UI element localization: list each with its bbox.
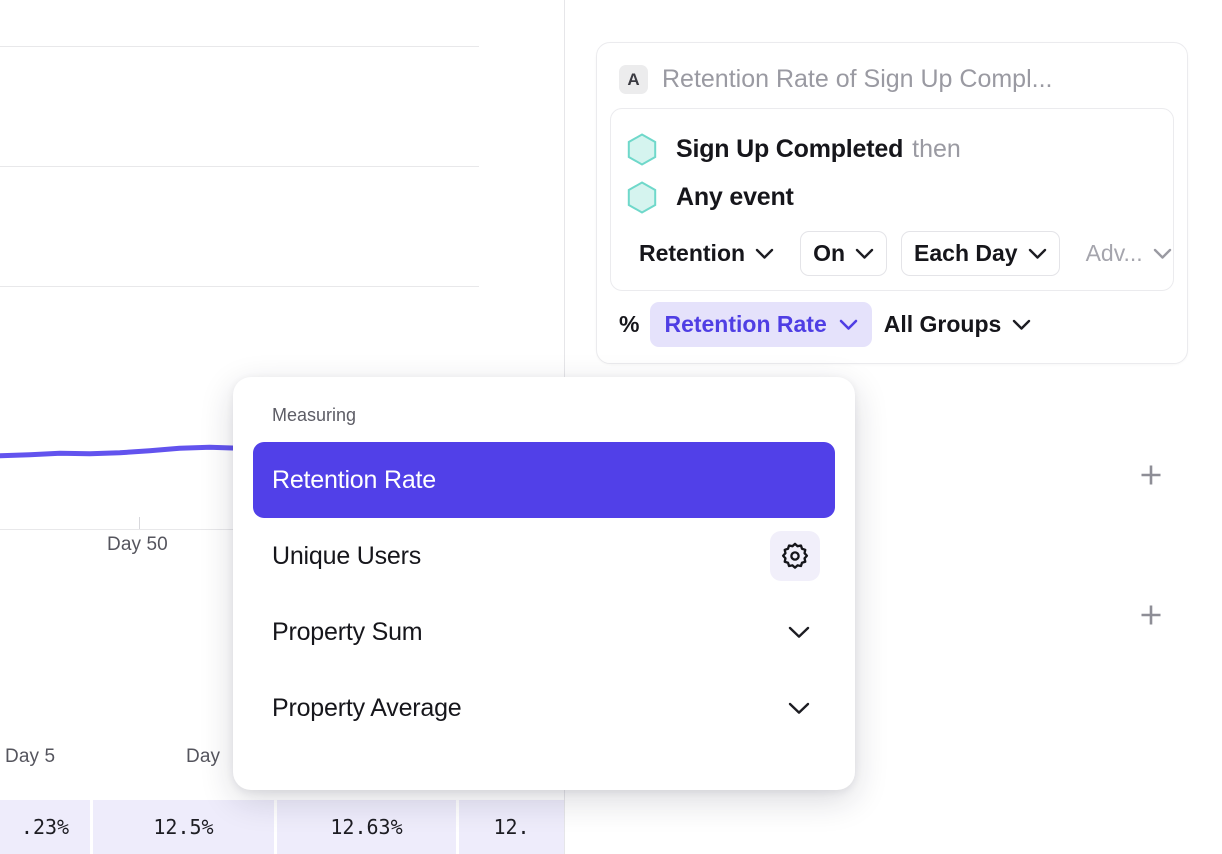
x-axis-label-day: Day [186, 746, 221, 767]
retention-table-row: .23% 12.5% 12.63% 12. [0, 800, 564, 854]
control-all-groups[interactable]: All Groups [872, 302, 1044, 347]
percent-symbol: % [619, 311, 640, 337]
measure-select-retention-rate[interactable]: Retention Rate [650, 302, 872, 347]
x-axis-tick [139, 517, 140, 529]
table-cell[interactable]: 12.5% [93, 800, 277, 854]
menu-item-retention-rate[interactable]: Retention Rate [253, 442, 835, 518]
chevron-down-icon [1013, 319, 1031, 330]
plus-icon [1141, 605, 1161, 625]
query-step-text: Sign Up Completed [676, 134, 904, 163]
query-steps-card: Sign Up Completed then Any event Retentio… [610, 108, 1174, 291]
menu-item-label: Property Average [272, 693, 462, 722]
chevron-down-icon [855, 248, 874, 259]
add-query-button[interactable] [1134, 598, 1168, 632]
control-label: Retention [639, 240, 746, 266]
query-step-label: Any event [676, 183, 794, 212]
chevron-down-icon[interactable] [788, 702, 810, 715]
query-step-label: Sign Up Completed then [676, 135, 961, 164]
measure-selected-label: Retention Rate [664, 311, 827, 337]
chevron-down-icon [755, 248, 774, 259]
chart-gridline [0, 166, 479, 167]
control-label: Adv... [1085, 240, 1143, 266]
query-step-text: Any event [676, 182, 794, 211]
gear-icon [781, 542, 809, 569]
table-cell[interactable]: .23% [0, 800, 93, 854]
query-step-suffix: then [912, 134, 961, 163]
x-axis-label-day-50: Day 50 [107, 534, 168, 555]
chart-gridline [0, 286, 479, 287]
menu-item-property-average[interactable]: Property Average [253, 670, 835, 746]
control-label: Each Day [914, 240, 1018, 266]
chevron-down-icon [1153, 248, 1171, 259]
query-step-row[interactable]: Any event [627, 173, 1157, 221]
menu-item-label: Unique Users [272, 541, 422, 570]
menu-item-property-sum[interactable]: Property Sum [253, 594, 835, 670]
query-letter-badge: A [619, 65, 648, 94]
menu-item-settings-button[interactable] [770, 531, 820, 581]
add-query-button[interactable] [1134, 458, 1168, 492]
hexagon-event-icon [627, 180, 657, 214]
measure-row: % Retention Rate All Groups [597, 302, 1187, 363]
chart-gridline [0, 46, 479, 47]
query-title[interactable]: Retention Rate of Sign Up Compl... [662, 65, 1053, 93]
menu-item-label: Property Sum [272, 617, 423, 646]
groups-label: All Groups [883, 311, 1002, 337]
control-on[interactable]: On [800, 231, 888, 276]
table-cell[interactable]: 12. [459, 800, 564, 854]
control-retention[interactable]: Retention [627, 232, 786, 275]
chevron-down-icon [839, 319, 858, 330]
measuring-dropdown-menu: Measuring Retention Rate Unique Users Pr… [233, 377, 855, 790]
x-axis-label-day-5: Day 5 [5, 746, 56, 767]
measuring-heading: Measuring [272, 405, 357, 425]
query-header: A Retention Rate of Sign Up Compl... [597, 43, 1187, 108]
query-controls-row: Retention On Each Day [627, 231, 1171, 276]
control-advanced[interactable]: Adv... [1074, 232, 1184, 275]
control-label: On [813, 240, 846, 266]
menu-item-unique-users[interactable]: Unique Users [253, 518, 835, 594]
control-each-day[interactable]: Each Day [901, 231, 1060, 276]
plus-icon [1141, 465, 1161, 485]
table-cell[interactable]: 12.63% [277, 800, 459, 854]
query-card: A Retention Rate of Sign Up Compl... Sig… [596, 42, 1188, 364]
menu-item-label: Retention Rate [272, 465, 436, 494]
chevron-down-icon[interactable] [788, 626, 810, 639]
query-step-row[interactable]: Sign Up Completed then [627, 125, 1157, 173]
chevron-down-icon [1028, 248, 1046, 259]
hexagon-event-icon [627, 132, 657, 166]
